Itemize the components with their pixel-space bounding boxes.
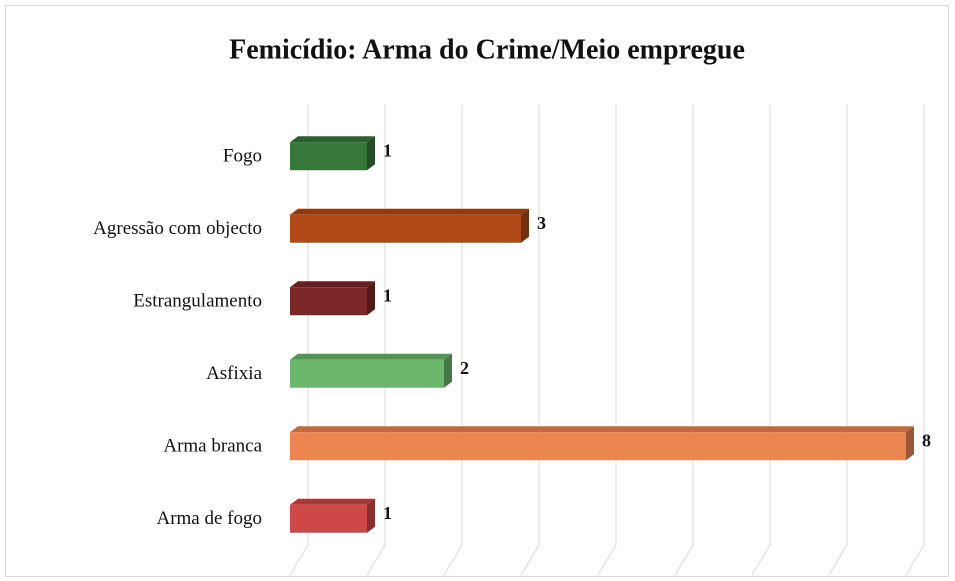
bar [290, 432, 906, 461]
grid-line [905, 105, 925, 576]
grid-line [828, 105, 848, 576]
bar [290, 359, 444, 388]
bar [290, 142, 367, 171]
data-label: 8 [922, 430, 931, 450]
bar [290, 504, 367, 533]
y-tick-label: Agressão com objecto [93, 218, 262, 239]
grid-line [674, 105, 694, 576]
grid-line [443, 105, 463, 576]
grid-line [751, 105, 771, 576]
bar-top [290, 498, 375, 505]
bar-side [367, 136, 375, 171]
bar-top [290, 353, 452, 360]
data-label: 2 [460, 358, 469, 378]
bar-side [444, 353, 452, 388]
y-tick-label: Arma de fogo [156, 508, 262, 529]
chart-title: Femicídio: Arma do Crime/Meio empregue [229, 34, 745, 65]
bar-side [367, 498, 375, 533]
bar-top [290, 426, 914, 433]
grid-line [520, 105, 540, 576]
y-tick-label: Fogo [223, 146, 262, 167]
y-tick-label: Asfixia [206, 363, 263, 384]
grid-line [597, 105, 617, 576]
bar-side [367, 281, 375, 316]
grid-line [289, 105, 309, 576]
bar [290, 287, 367, 316]
bar-side [521, 208, 529, 243]
bar [290, 214, 521, 243]
y-tick-label: Arma branca [163, 436, 262, 457]
bar-top [290, 136, 375, 143]
chart-border [5, 5, 949, 577]
bar-top [290, 208, 529, 215]
data-label: 1 [383, 503, 392, 523]
grid-line [366, 105, 386, 576]
data-label: 1 [383, 285, 392, 305]
y-tick-label: Estrangulamento [133, 291, 262, 312]
data-label: 3 [537, 213, 546, 233]
bar-side [906, 426, 914, 461]
bar-top [290, 281, 375, 288]
data-label: 1 [383, 140, 392, 160]
